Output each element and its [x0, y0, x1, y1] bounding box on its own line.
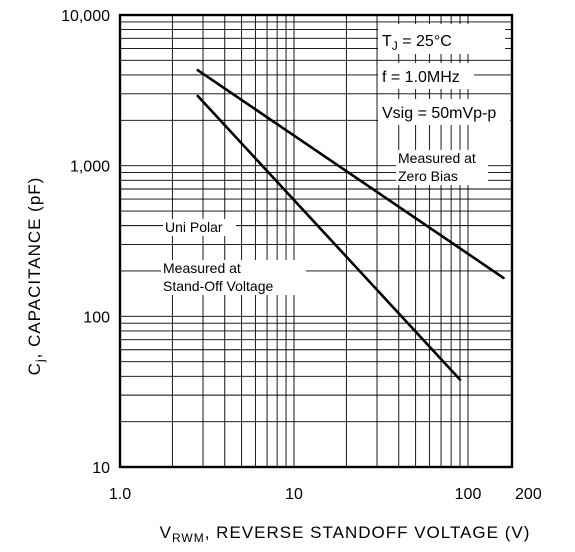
series-line-0 [196, 68, 505, 280]
series-group [196, 68, 505, 381]
x-tick-label-1: 1.0 [109, 486, 131, 503]
label-backgrounds [161, 24, 510, 295]
annotation-zero-bias-1: Measured at [398, 150, 476, 166]
y-tick-label-100: 100 [83, 309, 110, 326]
annotation-zero-bias-2: Zero Bias [398, 168, 458, 184]
y-tick-label-10000: 10,000 [61, 8, 110, 25]
annotation-unipolar: Uni Polar [165, 219, 223, 235]
annotation-unipolar-bg [163, 219, 236, 236]
x-tick-label-10: 10 [285, 486, 303, 503]
x-axis-title: VRWM, REVERSE STANDOFF VOLTAGE (V) [160, 523, 531, 545]
annotation-standoff-bg [161, 260, 306, 295]
condition-tj: TJ = 25°C [382, 33, 452, 53]
condition-tj-bg [378, 24, 505, 54]
y-tick-label-1000: 1,000 [70, 159, 110, 176]
plot-frame [118, 13, 514, 469]
annotation-standoff-2: Stand-Off Voltage [163, 278, 273, 294]
condition-frequency: f = 1.0MHz [382, 69, 460, 86]
x-tick-label-200: 200 [515, 486, 542, 503]
x-tick-label-100: 100 [455, 486, 482, 503]
condition-frequency-bg [378, 63, 474, 89]
series-line-1 [196, 94, 462, 381]
condition-vsig: Vsig = 50mVp-p [382, 105, 496, 122]
annotation-zero-bias-bg [396, 150, 488, 185]
condition-vsig-bg [378, 99, 510, 125]
annotation-standoff-1: Measured at [163, 260, 241, 276]
y-tick-label-10: 10 [92, 460, 110, 477]
y-axis-title: Cj, CAPACITANCE (pF) [25, 177, 47, 376]
